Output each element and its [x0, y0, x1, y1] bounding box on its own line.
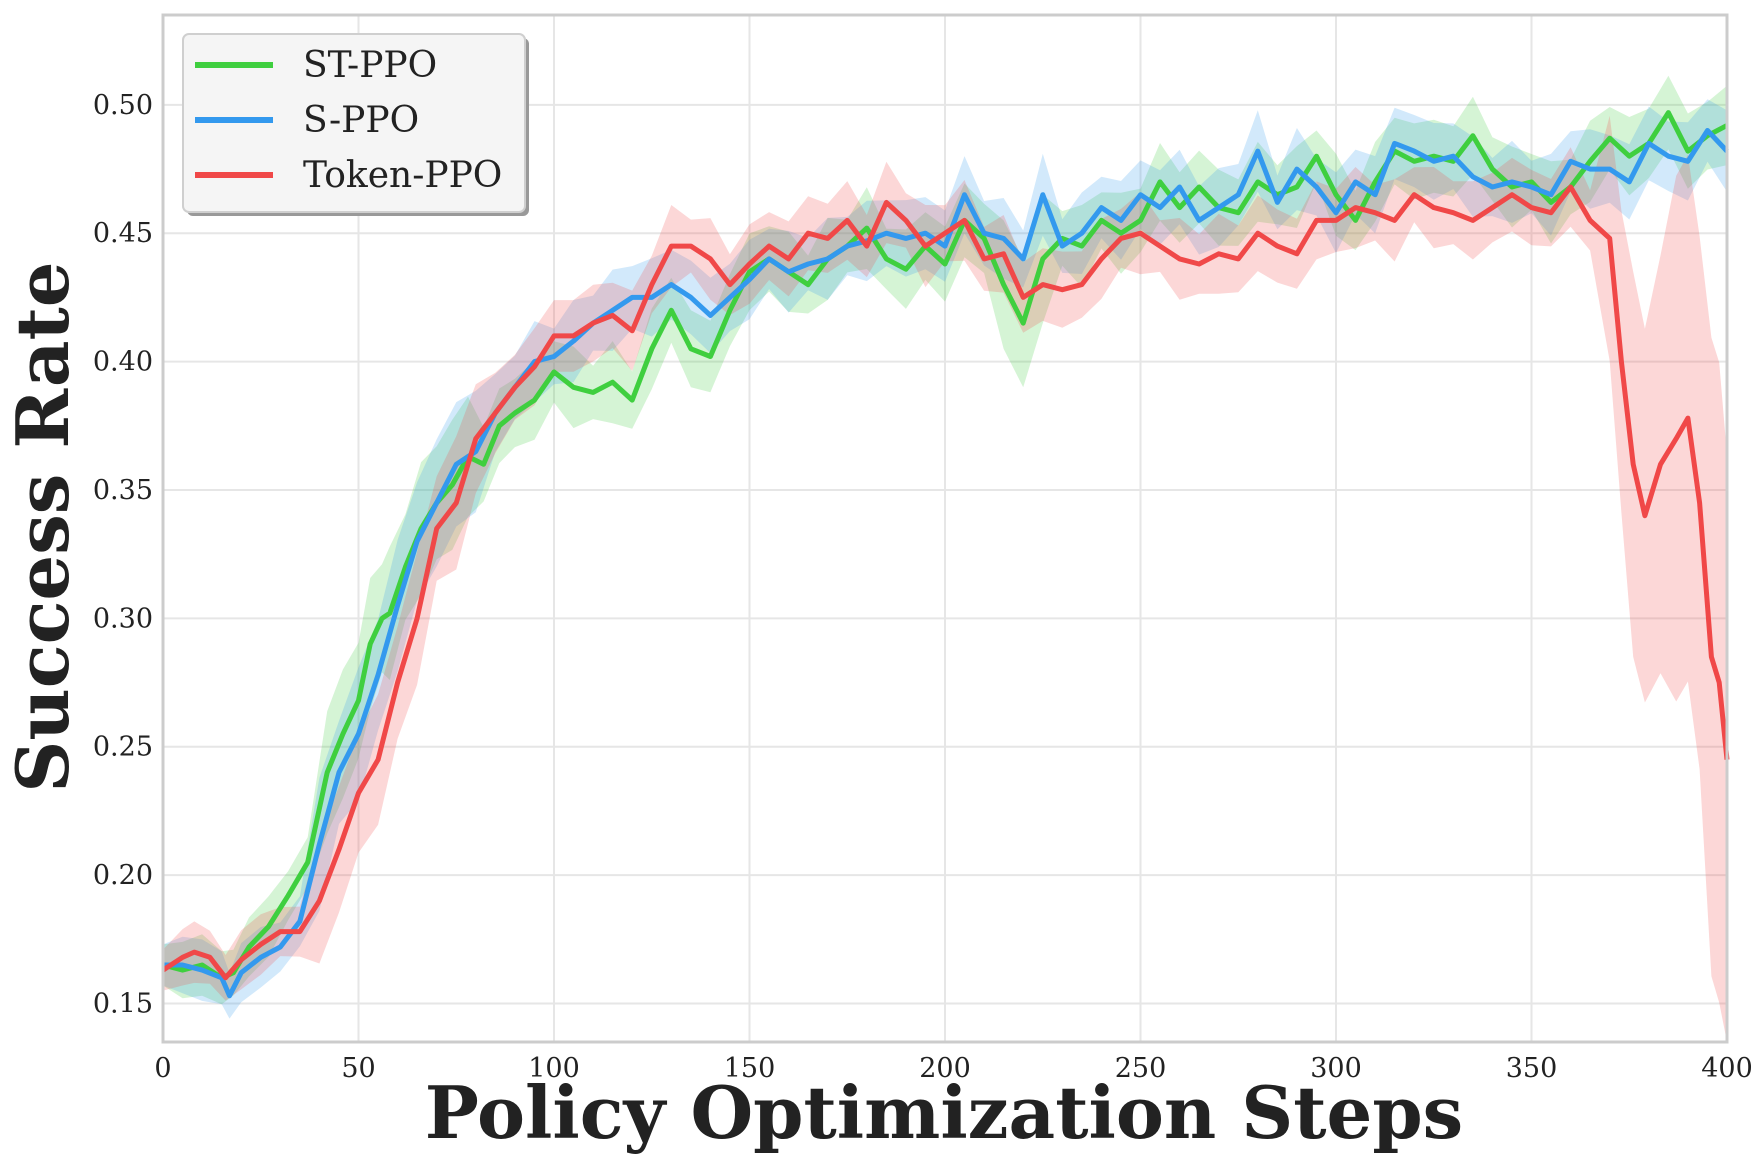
x-axis-title: Policy Optimization Steps — [425, 1070, 1463, 1155]
plot-frame — [161, 13, 1729, 1044]
y-tick-label: 0.15 — [93, 988, 153, 1019]
x-tick-label: 300 — [1310, 1053, 1362, 1084]
legend: ST-PPO S-PPO Token-PPO — [182, 33, 529, 216]
legend-label-st-ppo: ST-PPO — [303, 45, 437, 86]
x-tick-label: 250 — [1115, 1053, 1167, 1084]
y-tick-label: 0.50 — [93, 90, 153, 121]
y-axis-title: Success Rate — [0, 261, 85, 792]
legend-label-s-ppo: S-PPO — [303, 100, 419, 141]
y-tick-label: 0.40 — [93, 347, 153, 378]
token-ppo-line — [161, 184, 1730, 981]
x-tick-label: 350 — [1506, 1053, 1558, 1084]
y-tick-label: 0.35 — [93, 475, 153, 506]
x-tick-label: 400 — [1701, 1053, 1753, 1084]
x-tick-label: 150 — [724, 1053, 776, 1084]
legend-label-token-ppo: Token-PPO — [303, 155, 502, 196]
series-lines — [161, 110, 1730, 999]
x-tick-label: 100 — [528, 1053, 580, 1084]
y-tick-label: 0.25 — [93, 732, 153, 763]
st-ppo-line — [162, 110, 1729, 981]
grid — [162, 15, 1728, 1042]
y-tick-labels: 0.15 0.20 0.25 0.30 0.35 0.40 0.45 0.50 — [93, 90, 153, 1020]
legend-box — [182, 33, 526, 213]
x-tick-label: 200 — [919, 1053, 971, 1084]
s-ppo-band — [163, 99, 1727, 1019]
x-tick-label: 0 — [154, 1053, 171, 1084]
token-ppo-band — [163, 115, 1727, 1043]
y-tick-label: 0.30 — [93, 603, 153, 634]
x-tick-label: 50 — [341, 1053, 375, 1084]
y-tick-label: 0.20 — [93, 860, 153, 891]
x-tick-labels: 0 50 100 150 200 250 300 350 400 — [154, 1053, 1752, 1084]
y-tick-label: 0.45 — [93, 218, 153, 249]
